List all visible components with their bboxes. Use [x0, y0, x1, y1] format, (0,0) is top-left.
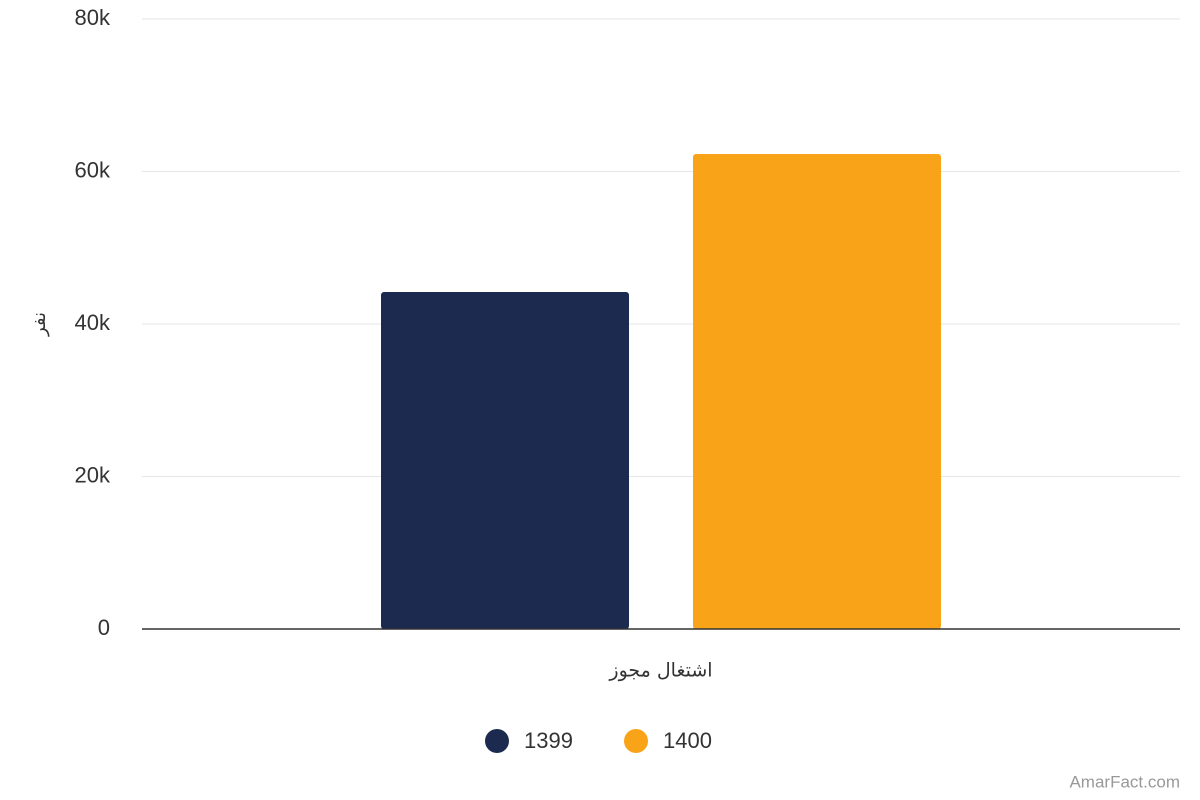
- legend-label[interactable]: 1400: [663, 728, 712, 753]
- y-tick-label: 80k: [75, 5, 111, 30]
- legend-label[interactable]: 1399: [524, 728, 573, 753]
- bar: [693, 153, 941, 629]
- y-tick-label: 40k: [75, 310, 111, 335]
- y-tick-label: 20k: [75, 462, 111, 487]
- x-tick-label: اشتغال مجوز: [608, 660, 712, 682]
- y-axis-title: نفر: [29, 312, 50, 337]
- y-tick-label: 60k: [75, 157, 111, 182]
- legend-marker: [624, 729, 648, 753]
- bar: [381, 291, 629, 629]
- y-tick-label: 0: [98, 615, 110, 640]
- credit: AmarFact.com: [1069, 772, 1180, 791]
- legend-marker: [485, 729, 509, 753]
